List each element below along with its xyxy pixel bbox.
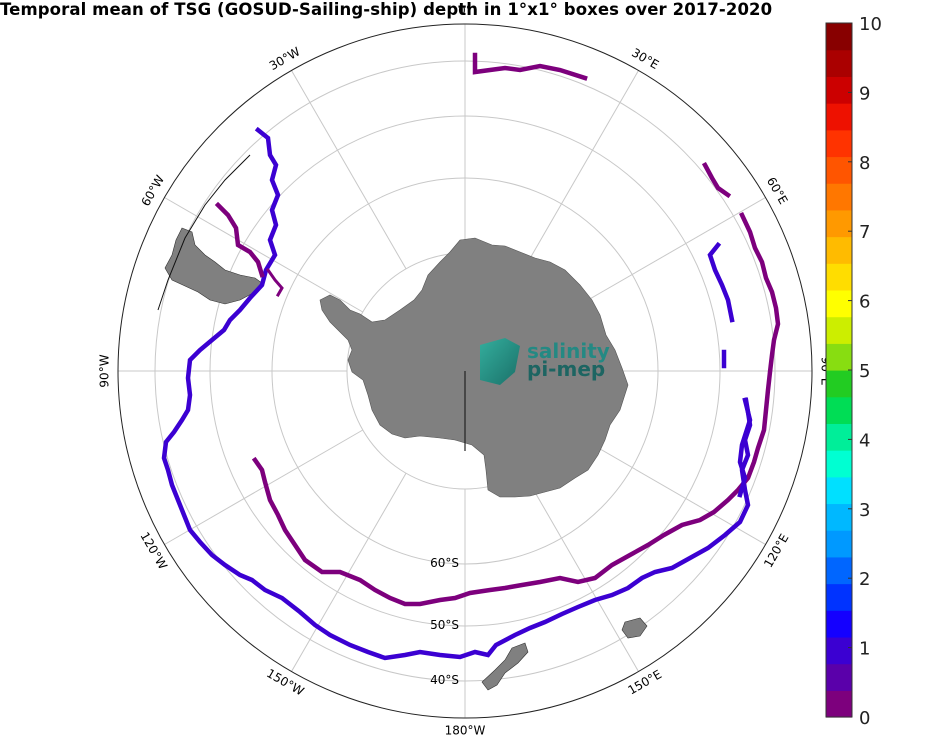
colorbar-tick-label: 5 (859, 361, 870, 382)
meridian-label: 90°W (98, 354, 112, 387)
colorbar-segment (826, 690, 852, 718)
colorbar-segment (826, 530, 852, 558)
colorbar-segment (826, 156, 852, 184)
colorbar-tick-label: 8 (859, 153, 870, 174)
colorbar-tick-label: 4 (859, 430, 870, 451)
colorbar-segment (826, 556, 852, 585)
colorbar-tick-label: 1 (859, 639, 870, 660)
new-zealand (481, 642, 529, 691)
colorbar-segment (826, 23, 852, 51)
colorbar-tick-label: 7 (859, 222, 870, 243)
south-america-coast (157, 154, 251, 311)
colorbar-segment (826, 396, 852, 424)
track-blue-ne (707, 241, 735, 323)
colorbar-tick-label: 2 (859, 569, 870, 590)
colorbar-tick-label: 10 (859, 14, 882, 35)
track-blue-inner-e (737, 397, 753, 498)
colorbar-segment (826, 370, 852, 398)
parallel-label: 50°S (430, 618, 459, 632)
colorbar-segment (826, 636, 852, 665)
meridian-label: 120°E (761, 531, 791, 570)
colorbar-segment (826, 103, 852, 131)
logo-text-pi-mep: pi-mep (527, 357, 605, 381)
south-america-tip (164, 227, 263, 305)
colorbar-segment (826, 183, 852, 211)
parallel-labels: 60°S 50°S 40°S (430, 556, 459, 687)
colorbar-segment (826, 610, 852, 638)
meridian-line (523, 472, 639, 672)
meridian-line (164, 429, 364, 545)
antarctica-landmass (319, 237, 629, 498)
colorbar-segment (826, 236, 852, 264)
track-purple-peninsula (214, 201, 265, 278)
meridian-label: 120°W (137, 530, 170, 572)
colorbar-segment (826, 49, 852, 77)
salinity-pi-mep-logo: salinity pi-mep (480, 338, 610, 385)
meridian-label: 150°W (264, 666, 306, 699)
meridian-label: 180°W (445, 724, 486, 738)
colorbar-segment (826, 476, 852, 505)
colorbar-segment (826, 263, 852, 291)
meridian-line (523, 70, 639, 270)
colorbar-tick-label: 9 (859, 83, 870, 104)
meridian-line (291, 70, 407, 270)
meridian-label: 150°E (625, 667, 664, 697)
meridian-label: 30°W (267, 44, 303, 73)
colorbar-segment (826, 503, 852, 531)
colorbar-segment (826, 76, 852, 104)
meridian-label: 60°W (138, 173, 167, 209)
colorbar-segment (826, 343, 852, 371)
map-frame (117, 23, 813, 719)
tracks (161, 52, 781, 661)
colorbar-tick-label: 0 (859, 708, 870, 729)
parallel-label: 60°S (430, 556, 459, 570)
colorbar-segment (826, 450, 852, 478)
colorbar-segment (826, 423, 852, 451)
land (157, 154, 648, 691)
logo-text-salinity: salinity (527, 339, 610, 363)
meridian-line (291, 472, 407, 672)
colorbar-segment (826, 289, 852, 318)
logo-mark (480, 338, 520, 385)
track-purple-north (472, 52, 588, 81)
colorbar-tick-label: 6 (859, 292, 870, 313)
colorbar-tick-label: 3 (859, 500, 870, 521)
colorbar-segment (826, 663, 852, 691)
track-purple-ne (701, 161, 732, 199)
meridian-line (566, 197, 766, 313)
colorbar-segment (826, 129, 852, 158)
colorbar-segment (826, 583, 852, 611)
meridian-label: 0° (458, 4, 472, 18)
colorbar-segment (826, 209, 852, 238)
colorbar-segment (826, 316, 852, 344)
parallel-label: 40°S (430, 673, 459, 687)
tasmania (621, 617, 648, 639)
map-title: Temporal mean of TSG (GOSUD-Sailing-ship… (0, 0, 773, 19)
track-purple-outer (251, 212, 781, 607)
track-blue-outer (161, 126, 753, 661)
track-purple-scotia (265, 267, 284, 298)
